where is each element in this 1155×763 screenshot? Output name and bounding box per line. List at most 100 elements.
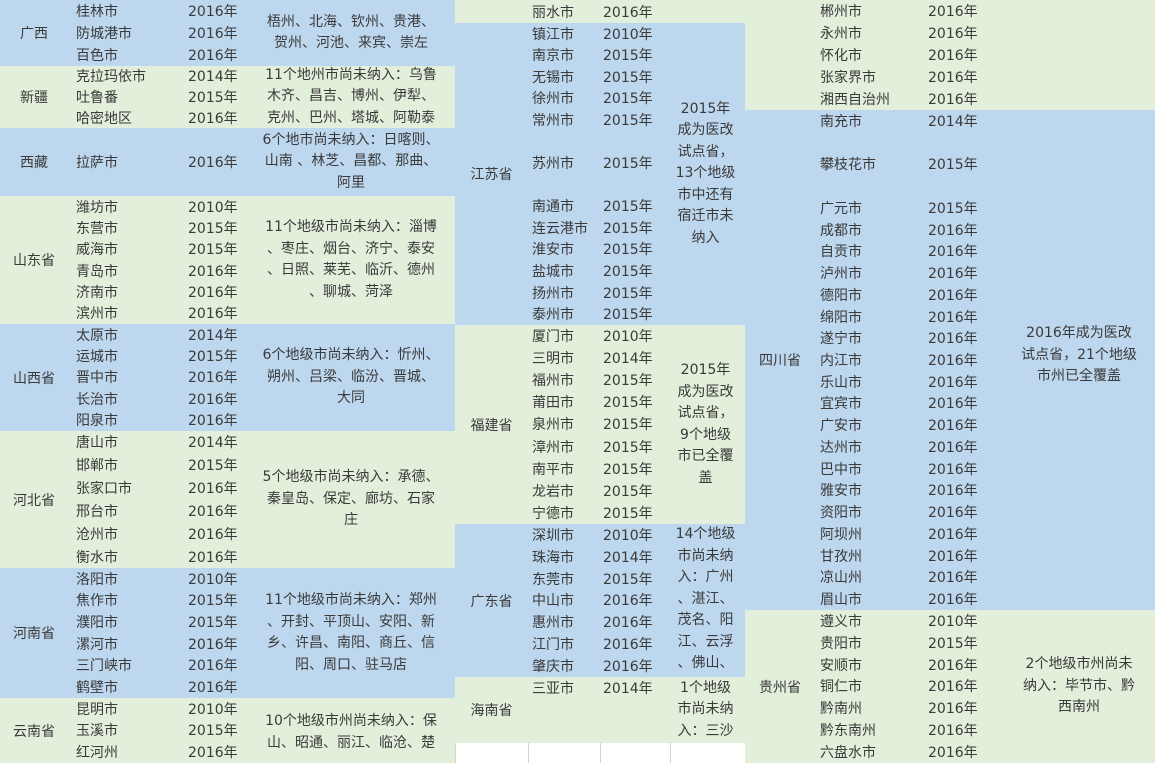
pilot-year: 2016年 <box>928 266 978 283</box>
pilot-year: 2016年 <box>928 309 978 326</box>
city-name: 怀化市 <box>820 48 862 64</box>
left-table-section: 广西 桂林市 2016年 防城港市 2016年 百色市 2016年 梧州、北海、钦州、贵港、贺… <box>0 0 455 763</box>
city-name: 福州市 <box>532 373 574 390</box>
table-row: 龙岩市 2015年 <box>455 480 745 502</box>
city-name: 雅安市 <box>820 483 862 500</box>
city-name: 徐州市 <box>532 91 574 108</box>
table-row: 晋中市 2016年 <box>0 367 455 388</box>
pilot-year: 2016年 <box>928 26 978 42</box>
province-name: 云南省 <box>13 723 55 740</box>
table-row: 厦门市 2010年 <box>455 325 745 347</box>
city-name: 三门峡市 <box>76 658 132 675</box>
province-block: 新疆 克拉玛依市 2014年 吐鲁番 2015年 哈密地区 2016年 11个地州市尚未纳入：… <box>0 66 455 128</box>
city-name: 太原市 <box>76 327 118 344</box>
table-row: 阳泉市 2016年 <box>0 410 455 431</box>
table-row: 淮安市 2015年 <box>455 239 745 261</box>
province-block: 海南省 三亚市 2014年 1个地级 市尚未纳 入：三沙 <box>455 677 745 743</box>
pilot-year: 2016年 <box>928 418 978 435</box>
table-row: 哈密地区 2016年 <box>0 107 455 128</box>
province-block: 福建省 厦门市 2010年 三明市 2014年 福州市 2015年 莆田市 2015年 泉州市 20… <box>455 325 745 524</box>
pilot-year: 2016年 <box>188 391 238 408</box>
city-name: 南京市 <box>532 48 574 65</box>
table-row: 运城市 2015年 <box>0 345 455 366</box>
table-row: 成都市 2016年 <box>745 219 1155 241</box>
city-name: 惠州市 <box>532 615 574 632</box>
pilot-year: 2015年 <box>603 48 653 65</box>
pilot-year: 2016年 <box>188 26 238 42</box>
pilot-year: 2016年 <box>188 745 238 762</box>
table-row: 自贡市 2016年 <box>745 240 1155 262</box>
city-name: 连云港市 <box>532 220 588 237</box>
city-name: 张家界市 <box>820 70 876 86</box>
note-line: 克州、巴州、塔城、阿勒泰 <box>267 109 435 126</box>
note-line: 1个地级 <box>680 679 731 696</box>
note-line: 市中还有 <box>677 186 734 203</box>
note-line: 西南州 <box>1058 699 1100 716</box>
table-row: 滨州市 2016年 <box>0 303 455 324</box>
province-block: 河南省 洛阳市 2010年 焦作市 2015年 濮阳市 2015年 漯河市 2016年 三门峡市 2… <box>0 568 455 698</box>
coverage-note: 6个地级市尚未纳入：忻州、 朔州、吕梁、临汾、晋城、 大同 <box>252 324 450 431</box>
city-name: 济南市 <box>76 284 118 301</box>
province-name: 广西 <box>20 26 48 42</box>
note-line: 11个地级市尚未纳入：淄博 <box>265 219 437 235</box>
province-block: 西藏 拉萨市 2016年 6个地市尚未纳入：日喀则、 山南 、林芝、昌都、那曲、 阿里 <box>0 128 455 196</box>
middle-table-section: 丽水市 2016年 江苏省 镇江市 2010年 南京市 2015年 无锡市 2015年 徐州市 20… <box>455 0 745 763</box>
city-name: 自贡市 <box>820 244 862 261</box>
table-row: 东莞市 2015年 <box>455 568 745 590</box>
table-row: 遵义市 2010年 <box>745 610 1155 632</box>
table-row: 中山市 2016年 <box>455 590 745 612</box>
table-row: 惠州市 2016年 <box>455 611 745 633</box>
note-line: 2016年成为医改 <box>1026 325 1132 341</box>
pilot-year: 2016年 <box>928 679 978 696</box>
pilot-year: 2015年 <box>603 505 653 522</box>
pilot-year: 2016年 <box>928 222 978 239</box>
coverage-note: 11个地州市尚未纳入：乌鲁 木齐、昌吉、博州、伊犁、 克州、巴州、塔城、阿勒泰 <box>252 66 450 128</box>
pilot-year: 2016年 <box>928 244 978 261</box>
city-name: 焦作市 <box>76 593 118 610</box>
city-name: 阿坝州 <box>820 526 862 543</box>
city-name: 漯河市 <box>76 636 118 653</box>
pilot-year: 2014年 <box>603 351 653 368</box>
note-line: 山南 、林芝、昌都、那曲、 <box>264 153 438 170</box>
table-row: 泸州市 2016年 <box>745 262 1155 284</box>
city-name: 桂林市 <box>76 4 118 20</box>
province-name: 山西省 <box>13 370 55 387</box>
empty-cell <box>455 743 528 763</box>
table-row: 洛阳市 2010年 <box>0 568 455 590</box>
pilot-year: 2016年 <box>603 4 653 21</box>
table-row: 长治市 2016年 <box>0 388 455 409</box>
pilot-year: 2014年 <box>188 69 238 86</box>
table-row: 德阳市 2016年 <box>745 284 1155 306</box>
note-line: 2015年 <box>680 100 731 117</box>
table-row: 邢台市 2016年 <box>0 500 455 523</box>
pilot-year: 2016年 <box>928 548 978 565</box>
pilot-year: 2016年 <box>188 680 238 697</box>
table-row: 南平市 2015年 <box>455 458 745 480</box>
pilot-year: 2016年 <box>188 526 238 543</box>
table-row: 东营市 2015年 <box>0 217 455 238</box>
city-name: 邯郸市 <box>76 458 118 475</box>
table-row: 泉州市 2015年 <box>455 413 745 435</box>
pilot-year: 2016年 <box>928 483 978 500</box>
table-row: 邯郸市 2015年 <box>0 454 455 477</box>
city-name: 三明市 <box>532 351 574 368</box>
city-name: 运城市 <box>76 349 118 366</box>
pilot-year: 2016年 <box>928 657 978 674</box>
city-name: 深圳市 <box>532 527 574 544</box>
city-name: 玉溪市 <box>76 723 118 740</box>
pilot-year: 2016年 <box>603 615 653 632</box>
city-name: 镇江市 <box>532 26 574 43</box>
table-row: 广元市 2015年 <box>745 197 1155 219</box>
pilot-year: 2015年 <box>188 615 238 632</box>
pilot-year: 2014年 <box>188 327 238 344</box>
pilot-year: 2010年 <box>928 613 978 630</box>
pilot-year: 2015年 <box>603 395 653 412</box>
coverage-note: 2016年成为医改 试点省，21个地级 市州已全覆盖 <box>1007 110 1151 388</box>
table-row: 宜宾市 2016年 <box>745 393 1155 415</box>
pilot-year: 2015年 <box>603 69 653 86</box>
table-row: 郴州市 2016年 <box>745 0 1155 22</box>
pilot-year: 2016年 <box>188 263 238 280</box>
note-line: 、日照、莱芜、临沂、德州 <box>267 262 435 278</box>
table-row: 安顺市 2016年 <box>745 654 1155 676</box>
coverage-note: 2015年 成为医改 试点省， 9个地级 市已全覆盖 <box>668 325 743 524</box>
